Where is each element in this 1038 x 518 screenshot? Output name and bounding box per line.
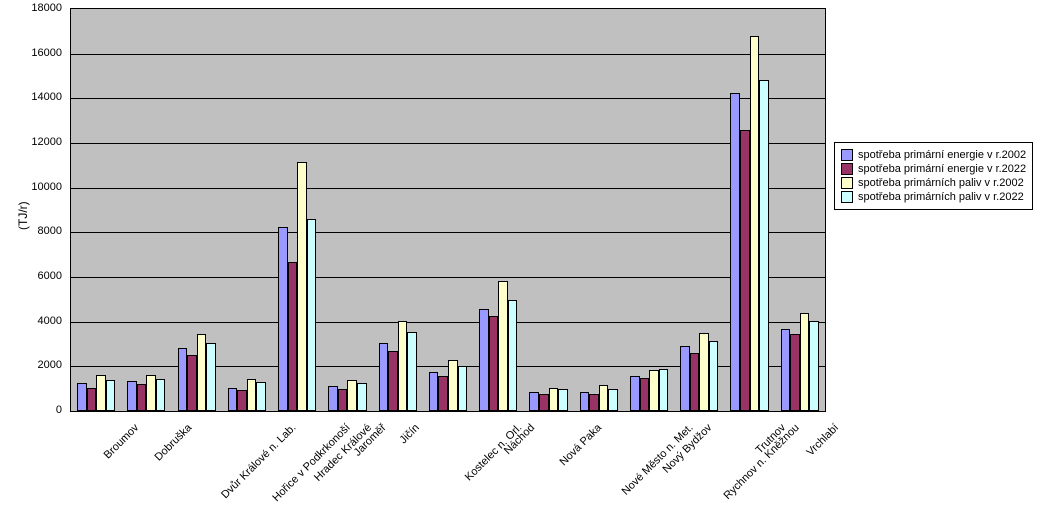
y-tick-label: 12000 xyxy=(0,136,62,148)
legend: spotřeba primární energie v r.2002 spotře… xyxy=(834,142,1033,210)
bar xyxy=(96,375,106,411)
y-tick-label: 4000 xyxy=(0,315,62,327)
bar xyxy=(379,343,389,411)
chart-frame: (TJ/r) spotřeba primární energie v r.200… xyxy=(0,0,1038,518)
legend-label: spotřeba primárních paliv v r.2022 xyxy=(858,191,1024,203)
bar xyxy=(137,384,147,411)
bar xyxy=(178,348,188,411)
bar xyxy=(297,162,307,411)
x-tick-label: Rychnov n. Kněžnou xyxy=(722,422,802,502)
bar xyxy=(781,329,791,411)
bar xyxy=(106,380,116,411)
bar xyxy=(498,281,508,411)
bar xyxy=(508,300,518,411)
bar xyxy=(338,389,348,411)
bar xyxy=(77,383,87,411)
legend-label: spotřeba primárních paliv v r.2002 xyxy=(858,177,1024,189)
bar xyxy=(809,321,819,411)
bar xyxy=(429,372,439,411)
bar xyxy=(690,353,700,411)
bar xyxy=(288,262,298,411)
legend-item: spotřeba primárních paliv v r.2022 xyxy=(841,191,1026,203)
y-tick-label: 0 xyxy=(0,404,62,416)
bar xyxy=(156,379,166,411)
bar xyxy=(146,375,156,411)
grid-line xyxy=(71,143,825,144)
bar xyxy=(388,351,398,411)
bar xyxy=(599,385,609,411)
legend-label: spotřeba primární energie v r.2022 xyxy=(858,163,1026,175)
y-tick-label: 14000 xyxy=(0,91,62,103)
bar xyxy=(489,316,499,411)
bar xyxy=(630,376,640,411)
bar xyxy=(580,392,590,411)
bar xyxy=(347,380,357,411)
bar xyxy=(549,388,559,411)
bar xyxy=(256,382,266,411)
plot-area xyxy=(70,8,826,412)
bar xyxy=(659,369,669,411)
bar xyxy=(750,36,760,411)
x-tick-label: Dobruška xyxy=(153,422,195,464)
bar xyxy=(357,383,367,411)
legend-swatch xyxy=(841,177,853,189)
bar xyxy=(87,388,97,411)
x-tick-label: Vrchlabí xyxy=(804,422,841,459)
bar xyxy=(539,394,549,411)
bar xyxy=(589,394,599,411)
legend-item: spotřeba primární energie v r.2022 xyxy=(841,163,1026,175)
y-tick-label: 6000 xyxy=(0,270,62,282)
legend-item: spotřeba primární energie v r.2002 xyxy=(841,149,1026,161)
bar xyxy=(479,309,489,411)
legend-swatch xyxy=(841,149,853,161)
bar xyxy=(608,389,618,411)
legend-swatch xyxy=(841,191,853,203)
y-tick-label: 8000 xyxy=(0,225,62,237)
grid-line xyxy=(71,277,825,278)
bar xyxy=(800,313,810,411)
legend-item: spotřeba primárních paliv v r.2002 xyxy=(841,177,1026,189)
bar xyxy=(448,360,458,411)
x-tick-label: Jičín xyxy=(397,422,421,446)
bar xyxy=(790,334,800,411)
bar xyxy=(278,227,288,411)
legend-label: spotřeba primární energie v r.2002 xyxy=(858,149,1026,161)
bar xyxy=(649,370,659,411)
bar xyxy=(640,378,650,412)
bar xyxy=(398,321,408,411)
grid-line xyxy=(71,322,825,323)
grid-line xyxy=(71,188,825,189)
bar xyxy=(197,334,207,411)
bar xyxy=(759,80,769,411)
bar xyxy=(237,390,247,411)
bar xyxy=(307,219,317,411)
bar xyxy=(740,130,750,411)
y-tick-label: 18000 xyxy=(0,2,62,14)
grid-line xyxy=(71,54,825,55)
legend-swatch xyxy=(841,163,853,175)
x-tick-label: Nová Paka xyxy=(557,422,604,469)
grid-line xyxy=(71,232,825,233)
bar xyxy=(529,392,539,411)
bar xyxy=(709,341,719,411)
x-tick-label: Kostelec n. Orl. xyxy=(463,422,525,484)
y-tick-label: 10000 xyxy=(0,181,62,193)
bar xyxy=(407,332,417,411)
y-tick-label: 16000 xyxy=(0,47,62,59)
bar xyxy=(558,389,568,411)
bar xyxy=(438,376,448,411)
bar xyxy=(699,333,709,411)
bar xyxy=(730,93,740,411)
bar xyxy=(247,379,257,411)
grid-line xyxy=(71,98,825,99)
bar xyxy=(680,346,690,411)
y-tick-label: 2000 xyxy=(0,359,62,371)
bar xyxy=(187,355,197,411)
bar xyxy=(328,386,338,411)
bar xyxy=(127,381,137,411)
bar xyxy=(458,366,468,411)
bar xyxy=(206,343,216,411)
bar xyxy=(228,388,238,411)
x-tick-label: Broumov xyxy=(102,422,142,462)
